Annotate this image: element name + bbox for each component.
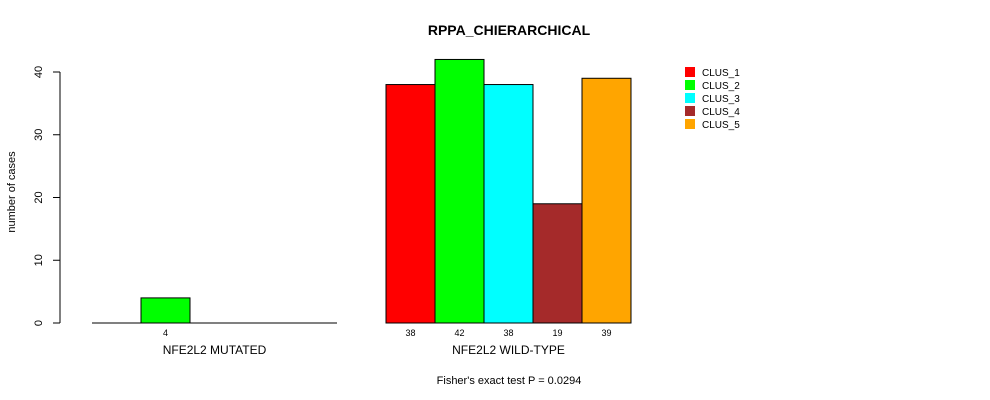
y-tick-label: 40 xyxy=(33,66,45,78)
legend-swatch xyxy=(685,93,695,103)
bar-clus-5 xyxy=(581,77,632,324)
bar-clus-2 xyxy=(140,297,191,324)
chart-title: RPPA_CHIERARCHICAL xyxy=(428,22,591,38)
legend-swatch xyxy=(685,119,695,129)
legend-swatch xyxy=(685,67,695,77)
legend-swatch xyxy=(685,80,695,90)
bar-clus-4 xyxy=(532,203,583,324)
bar-clus-3 xyxy=(483,84,534,324)
legend-swatch xyxy=(685,106,695,116)
legend-label: CLUS_3 xyxy=(702,94,740,105)
fisher-test-note: Fisher's exact test P = 0.0294 xyxy=(437,375,582,387)
legend: CLUS_1 CLUS_2 CLUS_3 CLUS_4 CLUS_5 xyxy=(685,67,740,131)
bar-clus-2 xyxy=(434,58,485,324)
legend-label: CLUS_4 xyxy=(702,107,740,118)
legend-label: CLUS_5 xyxy=(702,120,740,131)
x-category-label: NFE2L2 WILD-TYPE xyxy=(452,343,565,357)
y-axis-ticks: 0 10 20 30 40 xyxy=(33,66,60,326)
y-tick-label: 30 xyxy=(33,129,45,141)
bar-clus-1 xyxy=(385,84,436,324)
bar-value-label: 19 xyxy=(552,328,562,338)
y-tick-label: 10 xyxy=(33,254,45,266)
bar-value-label: 38 xyxy=(503,328,513,338)
y-axis-label: number of cases xyxy=(6,151,18,233)
bar-value-label: 38 xyxy=(405,328,415,338)
legend-label: CLUS_1 xyxy=(702,68,740,79)
legend-label: CLUS_2 xyxy=(702,81,740,92)
y-tick-label: 0 xyxy=(33,320,45,326)
bar-groups: 4 NFE2L2 MUTATED 38 42 38 19 39 NFE2L2 WILD-TYP… xyxy=(92,58,632,357)
x-category-label: NFE2L2 MUTATED xyxy=(163,343,267,357)
bar-value-label: 4 xyxy=(163,328,168,338)
y-tick-label: 20 xyxy=(33,191,45,203)
bar-value-label: 39 xyxy=(601,328,611,338)
bar-value-label: 42 xyxy=(454,328,464,338)
